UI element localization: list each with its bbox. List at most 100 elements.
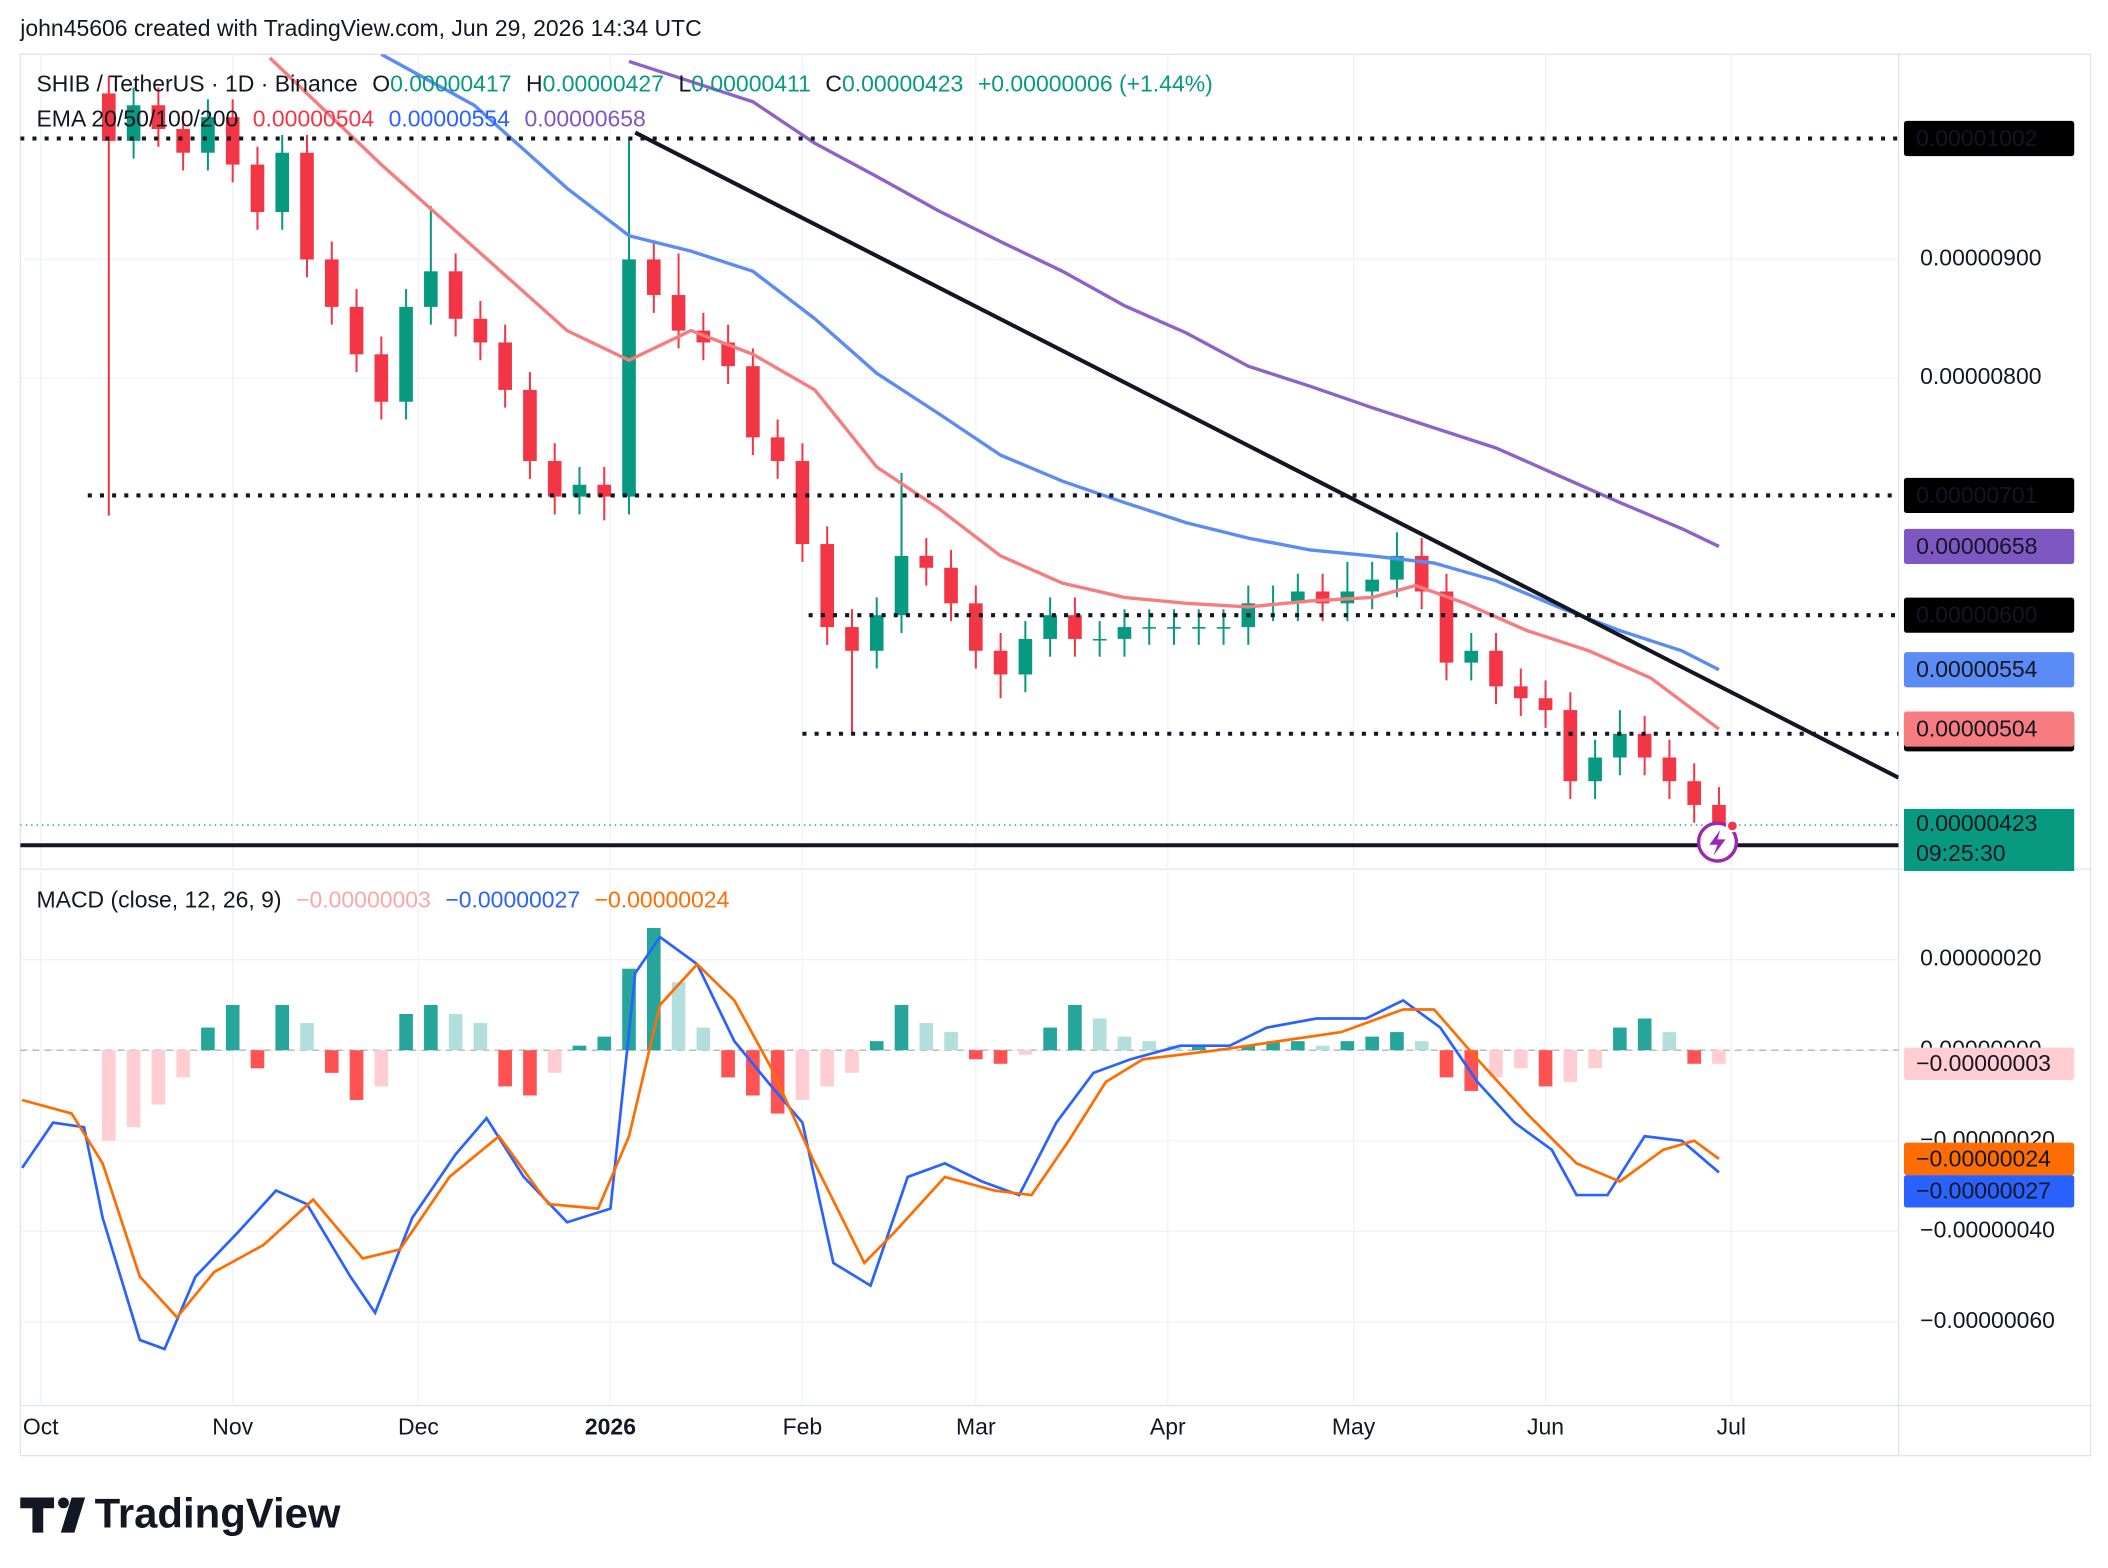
histogram-bar [201,1027,215,1051]
price-label: 0.00001002 [1916,125,2037,151]
price-label-box [1903,711,2075,747]
histogram-bar [225,1004,240,1051]
last-price-label: 0.00000423 [1916,810,2037,836]
y-tick-label: −0.00000060 [1920,1307,2055,1333]
candle-body [1216,627,1231,629]
histogram-bar [176,1050,190,1078]
candle-body [894,555,909,616]
histogram-bar [1390,1032,1404,1051]
ema-line [380,54,1720,672]
x-tick-label: Apr [1150,1414,1186,1440]
ohlc-key: C [825,70,842,96]
histogram-bar [869,1041,884,1051]
candle-body [845,627,859,651]
histogram-bar [1043,1027,1057,1051]
histogram-bar [399,1013,413,1051]
candle-body [1464,650,1479,663]
price-pane [20,54,1899,848]
candle-body [523,389,537,462]
macd-legend: MACD (close, 12, 26, 9) −0.00000003 −0.0… [36,887,729,913]
price-label: −0.00000003 [1916,1050,2051,1076]
ohlc-key: O [372,70,390,96]
histogram-bar [102,1050,116,1141]
histogram-bar [1266,1041,1280,1051]
brand-logo: TradingView [20,1489,341,1536]
candle-body [597,484,612,497]
price-label-box [1903,477,2075,513]
price-label: 0.00000600 [1916,602,2037,628]
candle-body [1092,638,1107,641]
alert-icon [1709,829,1726,856]
histogram-bar [547,1050,562,1073]
histogram-bar [1538,1050,1553,1087]
price-label: −0.00000027 [1916,1178,2051,1204]
histogram-bar [1588,1050,1602,1069]
candle-body [671,295,686,331]
y-tick-label: 0.00000900 [1920,245,2041,271]
ohlc-key: H [526,70,543,96]
candle-body [225,117,240,165]
alert-dot [1725,819,1739,833]
price-label-box [1903,652,2075,688]
candle-body [300,152,314,260]
ema-title: EMA 20/50/100/200 [36,106,238,132]
histogram-bar [473,1023,488,1051]
candle-body [646,259,661,296]
histogram-bar [1018,1050,1033,1055]
histogram-bar [1191,1045,1206,1051]
x-tick-label: Nov [212,1414,253,1440]
histogram-bar [1414,1041,1429,1051]
logo-mark [20,1497,55,1533]
histogram-bar [275,1004,290,1051]
histogram-bar [1068,1004,1082,1051]
histogram-bar [795,1050,810,1101]
candle-body [1167,627,1181,629]
candle-body [424,271,438,307]
candle-body [1043,615,1057,639]
candle-body [1315,591,1330,604]
histogram-bar [250,1050,265,1069]
histogram-bar [1315,1045,1330,1051]
candle-body [201,117,215,153]
logo-mark [60,1497,86,1533]
candle-body [1588,757,1602,782]
histogram-bar [1489,1050,1503,1078]
price-label-box [1903,1047,2075,1081]
x-tick-label: May [1332,1414,1376,1440]
price-label: 0.00000504 [1916,715,2038,741]
histogram-bar [1291,1041,1305,1051]
x-tick-label: Mar [956,1414,996,1440]
histogram-bar [572,1045,587,1051]
candle-body [919,555,934,568]
histogram-bar [1365,1036,1379,1051]
macd-line [21,962,1720,1320]
candle-body [795,461,810,545]
macd-value: −0.00000003 [296,887,431,913]
price-label-box [1903,1142,2075,1176]
candle-body [1291,591,1305,604]
candle-body [324,259,339,307]
trendline [634,130,1899,780]
candle-body [721,342,735,367]
histogram-bar [1439,1050,1454,1078]
histogram-bar [1613,1027,1627,1051]
price-label-box [1903,597,2075,633]
credit: john45606 created with TradingView.com, … [19,15,701,41]
symbol: SHIB / TetherUS · 1D · Binance [36,70,357,96]
ema-value: 0.00000554 [389,106,511,132]
ema-value: 0.00000658 [524,106,645,132]
histogram-bar [1687,1050,1702,1064]
candle-body [473,318,488,343]
ema-value: 0.00000504 [253,106,375,132]
change: +0.00000006 (+1.44%) [978,70,1213,96]
histogram-bar [597,1036,612,1051]
candle-body [151,105,166,130]
histogram-bar [1117,1036,1132,1051]
histogram-bar [1563,1050,1578,1082]
candle-body [770,437,785,462]
candle-body [746,366,760,438]
histogram-bar [300,1023,314,1051]
candle-body [1414,555,1429,592]
histogram-bar [845,1050,859,1073]
